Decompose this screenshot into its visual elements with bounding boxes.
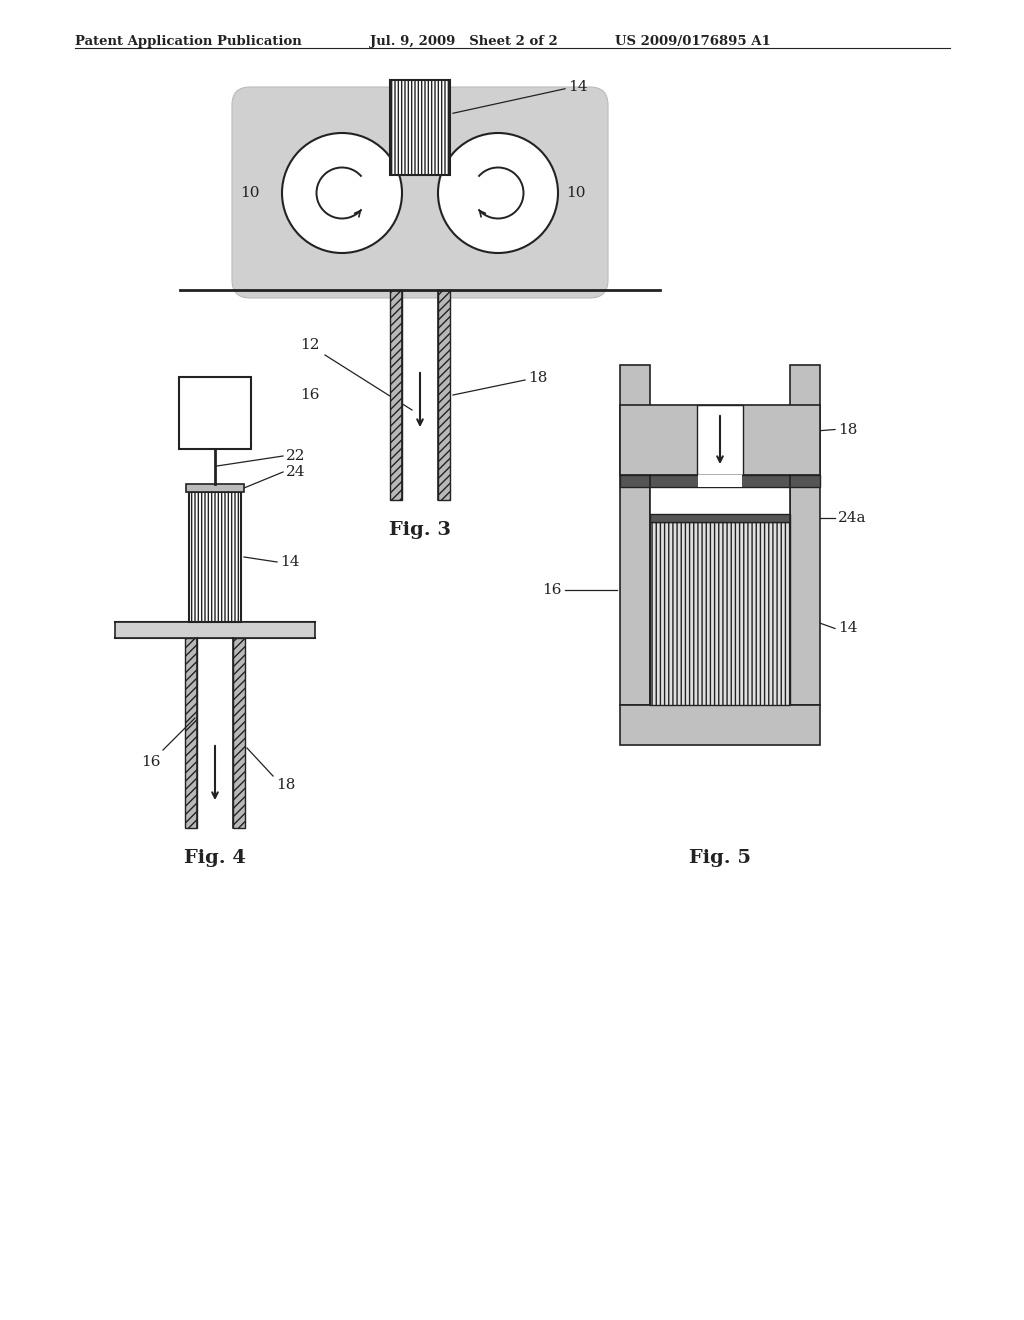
Text: 14: 14	[568, 79, 588, 94]
Text: 16: 16	[543, 583, 562, 597]
Bar	[650, 487, 790, 705]
Bar	[698, 475, 742, 487]
Circle shape	[282, 133, 402, 253]
Text: 12: 12	[300, 338, 319, 352]
Text: Fig. 3: Fig. 3	[389, 521, 451, 539]
Text: US 2009/0176895 A1: US 2009/0176895 A1	[615, 36, 771, 48]
Bar	[189, 492, 241, 622]
Text: 18: 18	[276, 777, 295, 792]
Bar	[186, 484, 244, 492]
Bar	[790, 366, 820, 705]
Bar	[185, 638, 197, 828]
Bar	[650, 513, 790, 521]
Text: 10: 10	[566, 186, 586, 201]
Bar	[620, 705, 820, 744]
Text: 18: 18	[528, 371, 548, 385]
Bar	[390, 81, 450, 176]
Bar	[620, 405, 820, 475]
Bar	[650, 521, 790, 705]
Bar	[179, 378, 251, 449]
Bar	[620, 475, 820, 487]
Text: 10: 10	[241, 186, 260, 201]
Text: 16: 16	[141, 755, 161, 770]
Bar	[390, 290, 402, 500]
Circle shape	[438, 133, 558, 253]
Bar	[233, 638, 245, 828]
Bar	[438, 290, 450, 500]
Text: Patent Application Publication: Patent Application Publication	[75, 36, 302, 48]
Text: 14: 14	[280, 554, 299, 569]
Text: Fig. 4: Fig. 4	[184, 849, 246, 867]
Text: 18: 18	[838, 422, 857, 437]
Text: Fig. 5: Fig. 5	[689, 849, 751, 867]
Text: 14: 14	[838, 622, 857, 635]
FancyBboxPatch shape	[232, 87, 608, 298]
Text: 24: 24	[286, 465, 305, 479]
Bar	[620, 366, 650, 705]
Text: 20: 20	[204, 400, 226, 418]
Text: 16: 16	[300, 388, 319, 403]
Text: 24a: 24a	[838, 511, 866, 525]
Bar	[115, 622, 315, 638]
Bar	[697, 405, 743, 475]
Text: Jul. 9, 2009   Sheet 2 of 2: Jul. 9, 2009 Sheet 2 of 2	[370, 36, 558, 48]
Text: 22: 22	[286, 449, 305, 463]
